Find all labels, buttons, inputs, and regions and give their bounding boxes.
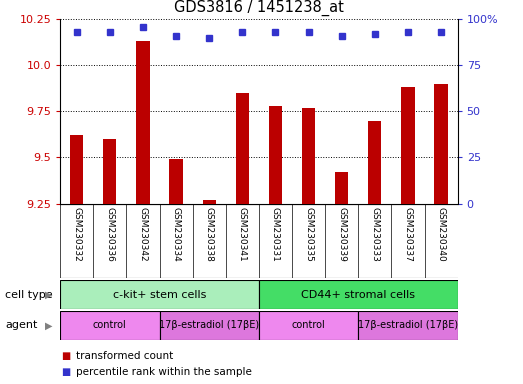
Text: GSM230331: GSM230331: [271, 207, 280, 262]
Text: GSM230340: GSM230340: [437, 207, 446, 262]
Text: GSM230332: GSM230332: [72, 207, 81, 262]
Text: control: control: [292, 320, 325, 331]
Text: ▶: ▶: [45, 320, 52, 331]
Bar: [335, 172, 348, 204]
Text: transformed count: transformed count: [76, 351, 173, 361]
Text: GSM230334: GSM230334: [172, 207, 180, 262]
Text: GSM230337: GSM230337: [403, 207, 413, 262]
Bar: [202, 200, 216, 204]
Bar: [368, 121, 381, 204]
Bar: [259, 311, 358, 340]
Text: GSM230342: GSM230342: [139, 207, 147, 262]
Bar: [169, 159, 183, 204]
Text: agent: agent: [5, 320, 38, 331]
Bar: [60, 311, 160, 340]
Bar: [70, 135, 83, 204]
Bar: [60, 280, 259, 309]
Text: 17β-estradiol (17βE): 17β-estradiol (17βE): [358, 320, 458, 331]
Text: percentile rank within the sample: percentile rank within the sample: [76, 367, 252, 377]
Text: GSM230333: GSM230333: [370, 207, 379, 262]
Text: ▶: ▶: [45, 290, 52, 300]
Bar: [103, 139, 117, 204]
Text: control: control: [93, 320, 127, 331]
Text: GSM230336: GSM230336: [105, 207, 115, 262]
Bar: [236, 93, 249, 204]
Text: ■: ■: [61, 351, 70, 361]
Text: ■: ■: [61, 367, 70, 377]
Bar: [401, 88, 415, 204]
Text: GSM230341: GSM230341: [238, 207, 247, 262]
Bar: [358, 311, 458, 340]
Text: c-kit+ stem cells: c-kit+ stem cells: [113, 290, 206, 300]
Bar: [269, 106, 282, 204]
Bar: [302, 108, 315, 204]
Text: cell type: cell type: [5, 290, 53, 300]
Text: GSM230335: GSM230335: [304, 207, 313, 262]
Text: GSM230338: GSM230338: [204, 207, 214, 262]
Text: GSM230339: GSM230339: [337, 207, 346, 262]
Text: 17β-estradiol (17βE): 17β-estradiol (17βE): [159, 320, 259, 331]
Text: CD44+ stromal cells: CD44+ stromal cells: [301, 290, 415, 300]
Bar: [160, 311, 259, 340]
Bar: [435, 84, 448, 204]
Bar: [259, 280, 458, 309]
Title: GDS3816 / 1451238_at: GDS3816 / 1451238_at: [174, 0, 344, 17]
Bar: [137, 41, 150, 204]
